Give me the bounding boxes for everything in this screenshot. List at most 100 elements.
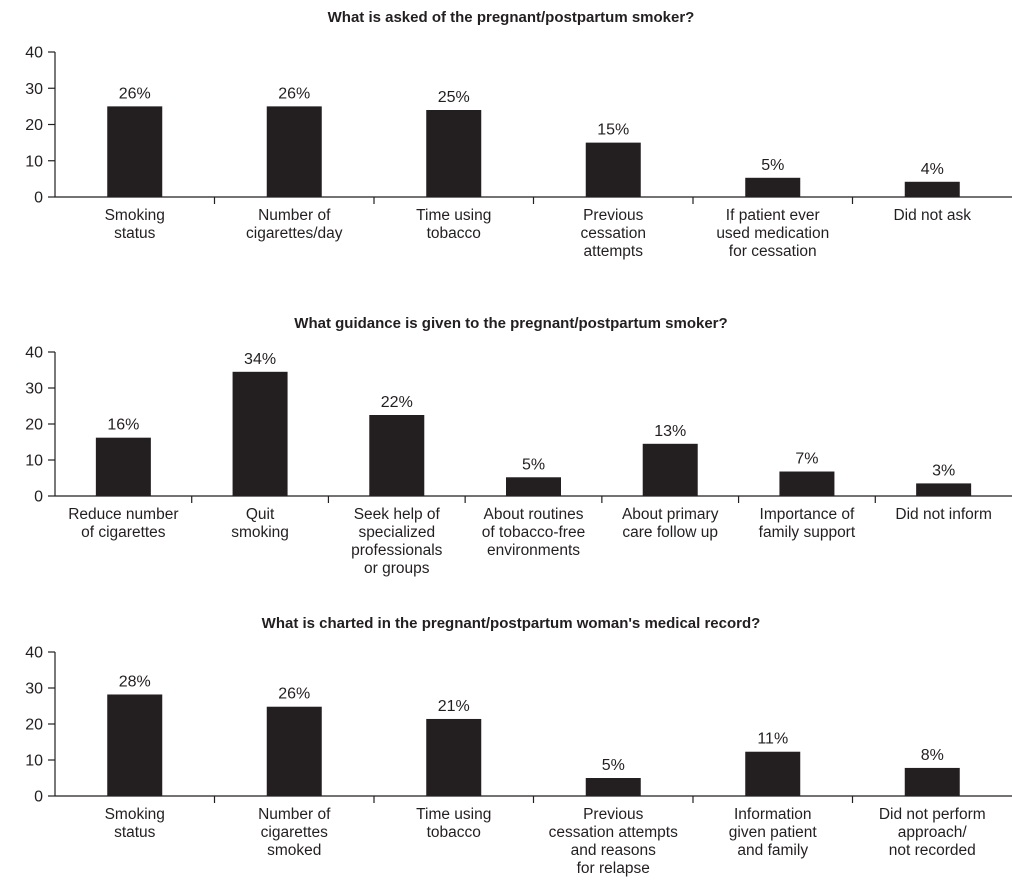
- bar: [95, 437, 151, 496]
- x-category-label-line: cessation attempts: [549, 824, 678, 841]
- x-category-label-line: of tobacco-free: [482, 524, 585, 541]
- data-label: 15%: [597, 122, 629, 139]
- bar: [779, 471, 835, 496]
- x-category-label-line: Quit: [246, 506, 275, 523]
- x-category-label-line: About routines: [484, 506, 584, 523]
- bar: [426, 110, 482, 197]
- bar: [232, 371, 288, 496]
- x-category-label-line: Previous: [583, 806, 644, 823]
- y-tick-label: 20: [25, 117, 43, 134]
- bar: [904, 767, 960, 796]
- data-label: 13%: [654, 423, 686, 440]
- data-label: 4%: [921, 161, 944, 178]
- bar: [642, 443, 698, 496]
- chart-panel-3: What is charted in the pregnant/postpart…: [25, 615, 1012, 877]
- chart-panel-1: What is asked of the pregnant/postpartum…: [25, 9, 1012, 260]
- x-category-label-line: smoked: [267, 842, 321, 859]
- x-category-label-line: Time using: [416, 207, 491, 224]
- x-category-label: Smoking status: [105, 806, 165, 841]
- bar: [585, 142, 641, 197]
- x-category-label-line: used medication: [716, 225, 829, 242]
- x-category-label: Smoking status: [105, 207, 165, 242]
- x-category-label-line: for relapse: [577, 860, 650, 877]
- x-category-label-line: About primary: [622, 506, 719, 523]
- x-category-label-line: not recorded: [889, 842, 976, 859]
- chart-title: What guidance is given to the pregnant/p…: [294, 315, 727, 332]
- x-category-label: Seek help of specialized professionals or g…: [351, 506, 443, 577]
- x-category-label-line: attempts: [584, 243, 644, 260]
- x-category-label-line: for cessation: [729, 243, 817, 260]
- x-category-label-line: or groups: [364, 560, 430, 577]
- y-tick-label: 40: [25, 45, 43, 62]
- x-category-label: About primary care follow up: [622, 506, 719, 541]
- x-category-label-line: Seek help of: [354, 506, 441, 523]
- x-category-label: Did not perform approach/not recorded: [879, 806, 986, 859]
- x-category-label-line: Time using: [416, 806, 491, 823]
- y-tick-label: 10: [25, 753, 43, 770]
- x-category-label-line: of cigarettes: [81, 524, 166, 541]
- x-category-label-line: approach/: [898, 824, 968, 841]
- x-category-label: Did not ask: [893, 207, 971, 224]
- data-label: 34%: [244, 351, 276, 368]
- y-tick-label: 0: [34, 789, 43, 806]
- x-category-label: Importance of family support: [759, 506, 856, 541]
- data-label: 22%: [381, 394, 413, 411]
- y-tick-label: 20: [25, 417, 43, 434]
- y-tick-label: 40: [25, 645, 43, 662]
- x-category-label-line: Did not inform: [895, 506, 991, 523]
- y-tick-label: 30: [25, 381, 43, 398]
- y-tick-label: 40: [25, 345, 43, 362]
- x-category-label-line: cigarettes: [261, 824, 328, 841]
- x-category-label: Information given patient and family: [729, 806, 818, 859]
- chart-title: What is asked of the pregnant/postpartum…: [328, 9, 695, 26]
- bar: [904, 181, 960, 197]
- x-category-label-line: cigarettes/day: [246, 225, 343, 242]
- bar: [266, 706, 322, 796]
- x-category-label-line: tobacco: [427, 225, 481, 242]
- x-category-label: Number of cigarettes smoked: [258, 806, 331, 859]
- data-label: 16%: [107, 417, 139, 434]
- data-label: 26%: [278, 686, 310, 703]
- x-category-label-line: specialized: [358, 524, 435, 541]
- data-label: 8%: [921, 747, 944, 764]
- x-category-label-line: and reasons: [571, 842, 657, 859]
- x-category-label: Previous cessation attempts: [581, 207, 646, 260]
- x-category-label-line: status: [114, 225, 156, 242]
- y-tick-label: 20: [25, 717, 43, 734]
- x-category-label-line: environments: [487, 542, 580, 559]
- bar: [369, 415, 425, 496]
- x-category-label-line: Information: [734, 806, 812, 823]
- y-tick-label: 0: [34, 190, 43, 207]
- x-category-label: About routines of tobacco-free environment…: [482, 506, 585, 559]
- bar: [107, 106, 163, 197]
- data-label: 5%: [522, 456, 545, 473]
- x-category-label-line: Smoking: [105, 207, 165, 224]
- x-category-label-line: family support: [759, 524, 856, 541]
- bar: [107, 694, 163, 796]
- x-category-label-line: If patient ever: [726, 207, 820, 224]
- data-label: 7%: [795, 451, 818, 468]
- data-label: 3%: [932, 462, 955, 479]
- bar: [745, 177, 801, 197]
- data-label: 28%: [119, 673, 151, 690]
- x-category-label-line: tobacco: [427, 824, 481, 841]
- x-category-label: Reduce number of cigarettes: [68, 506, 178, 541]
- bar: [506, 477, 561, 496]
- x-category-label: Quit smoking: [231, 506, 289, 541]
- data-label: 5%: [602, 757, 625, 774]
- chart-panel-2: What guidance is given to the pregnant/p…: [25, 315, 1012, 577]
- bar: [745, 751, 801, 796]
- y-tick-label: 30: [25, 81, 43, 98]
- x-category-label-line: professionals: [351, 542, 443, 559]
- bar: [916, 483, 972, 496]
- x-category-label-line: Previous: [583, 207, 644, 224]
- x-category-label: If patient ever used medication for cessat…: [716, 207, 829, 260]
- x-category-label-line: status: [114, 824, 156, 841]
- data-label: 26%: [278, 85, 310, 102]
- x-category-label-line: given patient: [729, 824, 818, 841]
- bar: [266, 106, 322, 197]
- y-tick-label: 10: [25, 153, 43, 170]
- x-category-label: Time using tobacco: [416, 207, 491, 242]
- bar: [426, 718, 482, 796]
